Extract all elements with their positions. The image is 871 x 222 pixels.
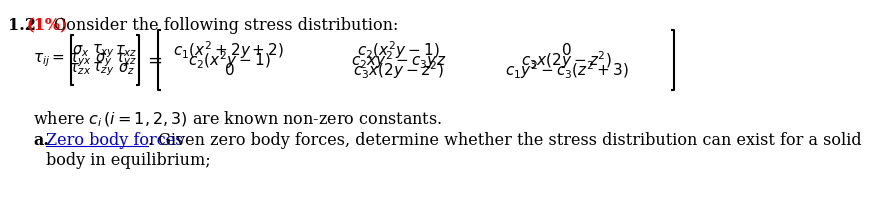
Text: $0$: $0$ [562, 42, 572, 58]
Text: $c_1(x^2+2y+2)$: $c_1(x^2+2y+2)$ [173, 39, 285, 61]
Text: $c_2(x^2y-1)$: $c_2(x^2y-1)$ [187, 49, 270, 71]
Text: (1%): (1%) [26, 17, 68, 34]
Text: $\sigma_x$: $\sigma_x$ [71, 43, 89, 59]
Text: $c_2xy^2-c_3yz$: $c_2xy^2-c_3yz$ [351, 49, 446, 71]
Text: 1.2: 1.2 [8, 17, 36, 34]
Text: $c_3x(2y-z^2)$: $c_3x(2y-z^2)$ [522, 49, 612, 71]
Text: $\tau_{xy}$: $\tau_{xy}$ [91, 42, 115, 60]
Text: Zero body forces: Zero body forces [46, 132, 183, 149]
Text: $\tau_{yx}$: $\tau_{yx}$ [69, 51, 92, 69]
Text: Consider the following stress distribution:: Consider the following stress distributi… [54, 17, 398, 34]
Text: $c_1y^2-c_3(z^2+3)$: $c_1y^2-c_3(z^2+3)$ [505, 59, 629, 81]
Text: $\sigma_z$: $\sigma_z$ [118, 61, 135, 77]
Text: a.: a. [33, 132, 49, 149]
Text: $\tau_{ij}=$: $\tau_{ij}=$ [33, 51, 64, 69]
Text: $\tau_{xz}$: $\tau_{xz}$ [115, 43, 138, 59]
Text: $\tau_{yz}$: $\tau_{yz}$ [115, 51, 138, 69]
Text: $\sigma_y$: $\sigma_y$ [95, 51, 112, 69]
Text: where $c_i\,(i=1,2,3)$ are known non-zero constants.: where $c_i\,(i=1,2,3)$ are known non-zer… [33, 110, 442, 129]
Text: $c_2(x^2y-1)$: $c_2(x^2y-1)$ [357, 39, 440, 61]
Text: $c_3x(2y-z^2)$: $c_3x(2y-z^2)$ [354, 59, 444, 81]
Text: . Given zero body forces, determine whether the stress distribution can exist fo: . Given zero body forces, determine whet… [147, 132, 861, 149]
Text: $\tau_{zx}$: $\tau_{zx}$ [70, 61, 91, 77]
Text: body in equilibrium;: body in equilibrium; [46, 152, 211, 169]
Text: $=$: $=$ [145, 51, 163, 69]
Text: $0$: $0$ [224, 62, 234, 78]
Text: $\tau_{zy}$: $\tau_{zy}$ [92, 60, 115, 78]
